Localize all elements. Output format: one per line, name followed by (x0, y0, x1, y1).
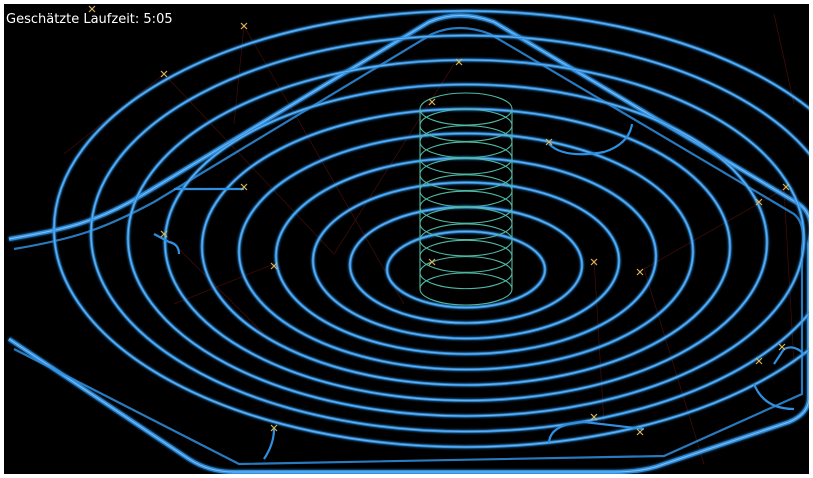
rapid-move-line (593, 258, 605, 425)
rapid-move-line (643, 188, 785, 270)
plunge-marker (755, 198, 763, 206)
spiral-ring (237, 132, 695, 371)
plunge-marker (545, 138, 553, 146)
spiral-ring (89, 34, 809, 433)
plunge-marker-stroke (590, 258, 598, 266)
spiral-rings (52, 9, 809, 460)
link-move-path (263, 428, 276, 460)
plunge-marker-stroke (270, 262, 278, 270)
plunge-marker-stroke (636, 428, 644, 436)
plunge-marker-stroke (160, 70, 168, 78)
rapid-move-line (163, 73, 335, 255)
plunge-marker-stroke (428, 258, 436, 266)
plunge-marker (636, 268, 644, 276)
plunge-marker (88, 5, 96, 13)
plunge-marker (428, 98, 436, 106)
rapid-move-line (163, 233, 265, 335)
plunge-marker (270, 262, 278, 270)
spiral-ring (311, 181, 621, 340)
plunge-marker (778, 343, 786, 351)
plunge-marker (782, 183, 790, 191)
plunge-marker (240, 22, 248, 30)
plunge-marker-stroke (782, 183, 790, 191)
plunge-marker-stroke (88, 5, 96, 13)
plunge-marker (755, 357, 763, 365)
plunge-marker (590, 413, 598, 421)
plunge-marker-stroke (270, 424, 278, 432)
outer-boundary-highlight (8, 15, 809, 473)
toolpath-graphic (7, 5, 809, 474)
plunge-marker-stroke (636, 268, 644, 276)
plunge-marker-stroke (778, 343, 786, 351)
plunge-markers (88, 5, 790, 436)
rapid-moves (63, 13, 795, 465)
estimated-runtime-label: Geschätzte Laufzeit: 5:05 (6, 12, 173, 27)
toolpath-canvas[interactable]: Geschätzte Laufzeit: 5:05 (4, 4, 809, 474)
plunge-marker (590, 258, 598, 266)
spiral-ring-highlight (312, 182, 620, 339)
spiral-ring-highlight (127, 59, 805, 417)
plunge-marker (160, 230, 168, 238)
plunge-marker-stroke (240, 22, 248, 30)
rapid-move-line (173, 263, 275, 305)
spiral-ring-highlight (238, 133, 694, 370)
spiral-ring-highlight (53, 10, 809, 448)
link-move-path (752, 383, 795, 411)
plunge-marker-stroke (545, 138, 553, 146)
plunge-marker-stroke (240, 183, 248, 191)
plunge-marker (428, 258, 436, 266)
link-move-path (153, 233, 181, 255)
plunge-marker (270, 424, 278, 432)
spiral-ring-highlight (386, 231, 546, 308)
rapid-move-line (643, 268, 705, 465)
plunge-marker (160, 70, 168, 78)
link-move-path (547, 420, 645, 445)
plunge-marker-stroke (755, 198, 763, 206)
rapid-move-line (243, 25, 405, 305)
plunge-marker-stroke (428, 98, 436, 106)
plunge-marker (636, 428, 644, 436)
rapid-move-line (773, 13, 795, 105)
rapid-move-line (783, 188, 795, 365)
spiral-ring-highlight (164, 84, 768, 401)
spiral-ring (200, 107, 732, 387)
spiral-ring (126, 58, 806, 418)
plunge-marker-stroke (755, 357, 763, 365)
spiral-ring-highlight (90, 35, 809, 432)
rapid-move-line (333, 63, 455, 255)
plunge-marker-stroke (455, 58, 463, 66)
spiral-ring-highlight (201, 108, 731, 386)
plunge-marker-stroke (590, 413, 598, 421)
helix-plunge-path (419, 92, 513, 306)
link-move-path (548, 123, 634, 156)
plunge-marker (455, 58, 463, 66)
spiral-ring (52, 9, 809, 449)
plunge-marker-stroke (160, 230, 168, 238)
spiral-ring (163, 83, 769, 402)
spiral-ring (385, 230, 547, 309)
plunge-marker (240, 183, 248, 191)
